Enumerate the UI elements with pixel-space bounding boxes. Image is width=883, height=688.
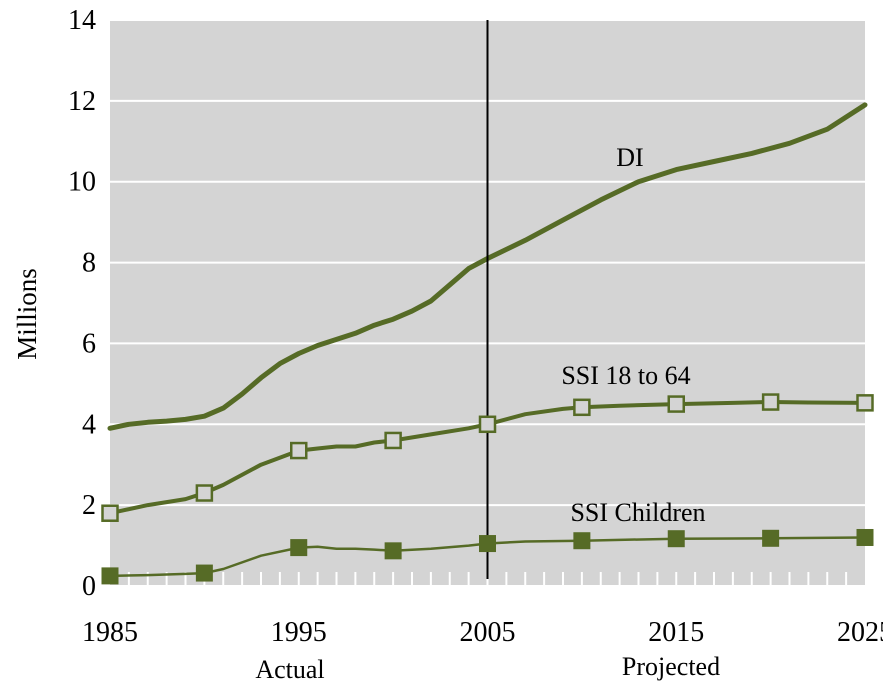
marker-ssi-children-1995 [290, 539, 308, 557]
y-tick-label-14: 14 [68, 5, 96, 36]
x-tick-label-2015: 2015 [648, 617, 704, 648]
y-tick-label-0: 0 [82, 571, 96, 602]
marker-ssi-children-2015 [667, 530, 685, 548]
x-tick-label-2005: 2005 [460, 617, 516, 648]
marker-ssi-18-to-64-1985 [101, 504, 119, 522]
marker-ssi-18-to-64-2015 [667, 395, 685, 413]
series-label-ssi-children: SSI Children [570, 498, 705, 527]
marker-ssi-18-to-64-2005 [478, 415, 497, 434]
series-line-di [107, 102, 868, 431]
y-axis-title: Millions [12, 268, 42, 360]
marker-ssi-children-2010 [573, 532, 591, 550]
marker-ssi-18-to-64-1990 [195, 484, 214, 502]
series-markers [101, 393, 874, 585]
series-label-di: DI [616, 143, 643, 172]
y-tick-label-12: 12 [68, 86, 96, 117]
marker-ssi-children-1990 [195, 564, 213, 582]
y-tick-label-6: 6 [82, 328, 96, 359]
marker-ssi-18-to-64-2020 [761, 393, 780, 411]
marker-ssi-18-to-64-1995 [290, 441, 308, 460]
y-tick-label-4: 4 [82, 409, 96, 440]
marker-ssi-18-to-64-2000 [384, 431, 402, 450]
y-tick-label-10: 10 [68, 167, 96, 198]
marker-ssi-18-to-64-2010 [573, 398, 591, 417]
x-tick-label-1995: 1995 [271, 617, 327, 648]
marker-ssi-children-2000 [384, 542, 402, 560]
x-tick-label-1985: 1985 [82, 617, 138, 648]
y-tick-label-8: 8 [82, 248, 96, 279]
marker-ssi-children-2025 [856, 528, 874, 546]
marker-ssi-18-to-64-2025 [856, 394, 874, 412]
marker-ssi-children-2005 [479, 535, 496, 553]
x-axis-tick-labels: 1985 1995 2005 2015 2025 [82, 617, 883, 648]
y-tick-label-2: 2 [82, 490, 96, 521]
period-label-actual: Actual [255, 655, 324, 684]
period-label-projected: Projected [622, 652, 720, 681]
series-label-ssi-18-to-64: SSI 18 to 64 [561, 361, 690, 390]
y-axis-tick-labels: 0 2 4 6 8 10 12 14 [68, 5, 96, 602]
marker-ssi-children-1985 [101, 567, 119, 585]
series-line-ssi-18-to-64 [108, 400, 867, 516]
marker-ssi-children-2020 [762, 529, 780, 547]
x-tick-label-2025: 2025 [837, 617, 883, 648]
